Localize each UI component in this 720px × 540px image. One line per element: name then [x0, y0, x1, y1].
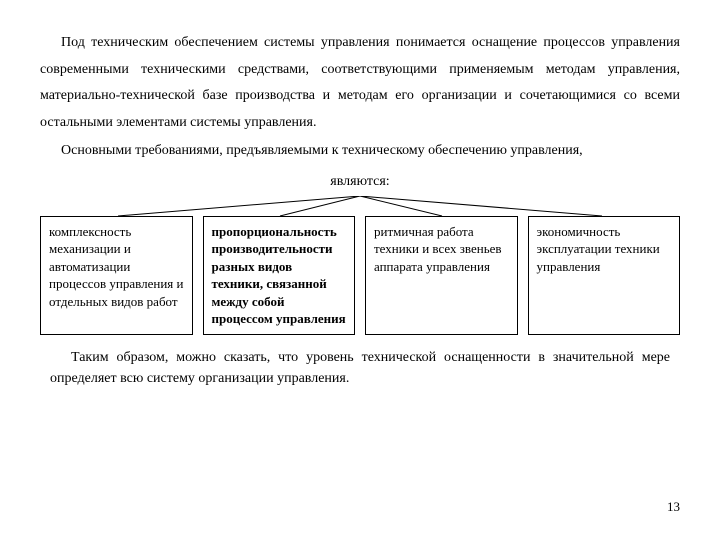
connector-lines: [40, 196, 680, 216]
requirement-box-1: комплексность механизации и автоматизаци…: [40, 216, 193, 335]
requirement-box-2: пропорциональность производительности ра…: [203, 216, 356, 335]
requirement-box-3: ритмичная работа техники и всех звеньев …: [365, 216, 518, 335]
intro-paragraph: Под техническим обеспечением системы упр…: [40, 30, 680, 136]
requirements-lead: Основными требованиями, предъявляемыми к…: [40, 138, 680, 165]
box-row: комплексность механизации и автоматизаци…: [40, 216, 680, 335]
requirement-box-4: экономичность эксплуатации техники управ…: [528, 216, 681, 335]
conclusion-paragraph: Таким образом, можно сказать, что уровен…: [50, 347, 670, 389]
page-number: 13: [667, 495, 680, 520]
diagram: комплексность механизации и автоматизаци…: [40, 196, 680, 335]
requirements-colon: являются:: [40, 169, 680, 196]
